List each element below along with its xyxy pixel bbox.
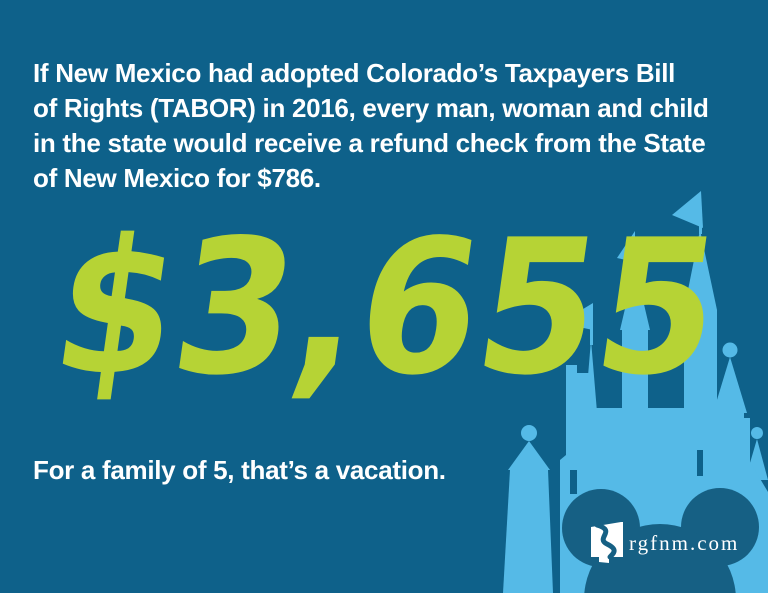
headline-text: If New Mexico had adopted Colorado’s Tax…	[33, 58, 709, 193]
subline-text: For a family of 5, that’s a vacation.	[33, 455, 446, 485]
castle-window-slits	[550, 450, 703, 494]
rio-grande-river	[594, 522, 617, 560]
rio-grande-foundation-logo-icon	[591, 522, 623, 563]
website-url: rgfnm.com	[629, 531, 740, 555]
brand-lockup	[589, 521, 627, 565]
refund-amount: $3,655	[41, 199, 733, 416]
